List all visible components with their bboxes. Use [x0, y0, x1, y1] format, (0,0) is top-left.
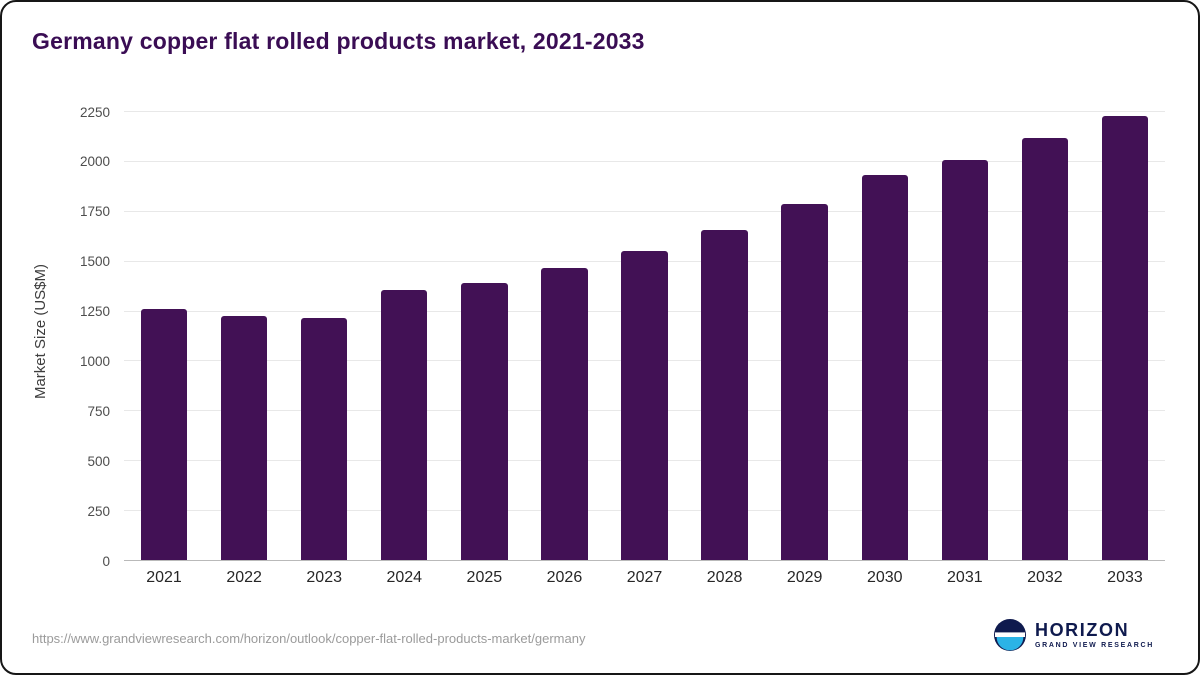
y-tick-label-750: 750 — [87, 403, 110, 419]
bar-slot-2032 — [1005, 112, 1085, 561]
y-tick-label-1500: 1500 — [79, 253, 110, 269]
x-tick-label-2028: 2028 — [706, 569, 743, 586]
horizon-logo-text: HORIZON GRAND VIEW RESEARCH — [1035, 621, 1154, 649]
source-url: https://www.grandviewresearch.com/horizo… — [32, 631, 586, 646]
bar-2030 — [861, 174, 908, 561]
bar-2029 — [781, 203, 828, 561]
bar-slot-2031 — [925, 112, 1005, 561]
x-axis-line — [124, 560, 1165, 561]
bar-slot-2025 — [444, 112, 524, 561]
gridline-2000 — [124, 160, 1165, 162]
bar-slot-2026 — [524, 112, 604, 561]
bar-slot-2030 — [845, 112, 925, 561]
bar-slot-2029 — [765, 112, 845, 561]
x-tick-label-2023: 2023 — [306, 569, 342, 586]
x-tick-label-2031: 2031 — [947, 569, 983, 586]
x-tick-label-2033: 2033 — [1107, 569, 1143, 586]
bar-2021 — [140, 308, 188, 561]
y-tick-label-1250: 1250 — [79, 303, 110, 319]
y-tick-label-250: 250 — [87, 503, 110, 519]
y-tick-label-0: 0 — [102, 553, 110, 569]
x-tick-label-2030: 2030 — [866, 569, 903, 586]
chart-title: Germany copper flat rolled products mark… — [32, 28, 645, 54]
bar-slot-2033 — [1085, 112, 1165, 561]
bar-2033 — [1101, 116, 1149, 561]
bar-2024 — [381, 289, 428, 561]
bar-slot-2027 — [604, 112, 684, 561]
bar-slot-2021 — [124, 112, 204, 561]
bar-2026 — [541, 267, 588, 561]
bar-2032 — [1021, 137, 1069, 561]
plot-area — [124, 102, 1165, 561]
y-axis-title: Market Size (US$M) — [32, 102, 49, 561]
gridline-2250 — [124, 111, 1165, 112]
x-tick-label-2025: 2025 — [466, 569, 503, 586]
x-tick-label-2032: 2032 — [1027, 569, 1063, 586]
x-tick-label-2029: 2029 — [786, 569, 823, 586]
x-tick-label-2022: 2022 — [226, 569, 262, 586]
bars-row — [124, 112, 1165, 561]
horizon-logo: HORIZON GRAND VIEW RESEARCH — [993, 619, 1154, 651]
x-tick-label-2024: 2024 — [386, 569, 423, 586]
logo-title: HORIZON — [1034, 620, 1130, 640]
bar-2031 — [941, 159, 989, 561]
bar-slot-2022 — [204, 112, 284, 561]
bar-slot-2024 — [364, 112, 444, 561]
bar-2027 — [621, 250, 668, 561]
x-tick-label-2021: 2021 — [146, 569, 182, 586]
y-tick-label-2000: 2000 — [79, 154, 110, 170]
bar-2023 — [300, 317, 348, 561]
x-axis: 2021 2022 2023 2024 2025 2026 2027 2028 2029 2030… — [124, 569, 1165, 587]
bar-2025 — [461, 282, 508, 561]
bar-slot-2023 — [284, 112, 364, 561]
x-tick-label-2027: 2027 — [626, 569, 663, 586]
bar-2022 — [220, 315, 268, 561]
y-tick-label-2250: 2250 — [79, 104, 110, 120]
gridline-1750 — [124, 210, 1165, 212]
logo-subtitle: GRAND VIEW RESEARCH — [1034, 642, 1154, 649]
y-tick-label-500: 500 — [87, 453, 110, 469]
y-tick-label-1750: 1750 — [79, 204, 110, 220]
plot-scale — [124, 111, 1165, 561]
y-axis-title-text: Market Size (US$M) — [32, 263, 49, 400]
x-tick-label-2026: 2026 — [546, 569, 583, 586]
bar-slot-2028 — [685, 112, 765, 561]
bar-2028 — [701, 229, 748, 561]
y-tick-label-1000: 1000 — [79, 353, 110, 369]
y-axis: 0 250 500 750 1000 1250 1500 1750 2000 2250 — [54, 105, 110, 567]
horizon-logo-icon — [993, 619, 1026, 651]
